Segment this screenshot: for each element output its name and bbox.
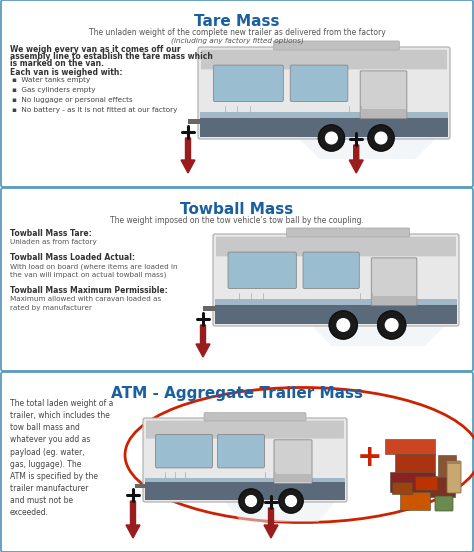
Polygon shape — [225, 502, 335, 522]
Text: rated by manufacturer: rated by manufacturer — [10, 305, 92, 311]
Bar — [215, 299, 457, 305]
FancyBboxPatch shape — [201, 50, 447, 70]
Text: +: + — [357, 443, 383, 471]
Circle shape — [375, 132, 387, 144]
FancyArrow shape — [126, 501, 140, 538]
Text: Towball Mass: Towball Mass — [181, 202, 293, 217]
Circle shape — [368, 125, 394, 151]
Circle shape — [319, 125, 345, 151]
FancyArrow shape — [196, 325, 210, 357]
Text: The unladen weight of the complete new trailer as delivered from the factory: The unladen weight of the complete new t… — [89, 28, 385, 37]
FancyBboxPatch shape — [228, 252, 296, 289]
Text: The total laden weight of a
trailer, which includes the
tow ball mass and
whatev: The total laden weight of a trailer, whi… — [10, 399, 113, 517]
Text: (including any factory fitted options): (including any factory fitted options) — [171, 37, 303, 44]
Circle shape — [279, 489, 303, 513]
FancyBboxPatch shape — [287, 228, 410, 237]
Bar — [200, 113, 448, 118]
Bar — [438, 455, 456, 477]
Circle shape — [337, 319, 349, 331]
FancyBboxPatch shape — [155, 434, 212, 468]
Bar — [392, 482, 412, 494]
Text: ▪  No battery - as it is not fitted at our factory: ▪ No battery - as it is not fitted at ou… — [12, 107, 177, 113]
FancyBboxPatch shape — [273, 41, 400, 50]
FancyBboxPatch shape — [1, 372, 473, 552]
Circle shape — [326, 132, 337, 144]
Bar — [415, 476, 437, 490]
FancyBboxPatch shape — [303, 252, 359, 289]
Circle shape — [329, 311, 357, 339]
Text: the van will impact on actual towball mass): the van will impact on actual towball ma… — [10, 272, 166, 279]
Bar — [215, 305, 457, 324]
Circle shape — [385, 319, 398, 331]
FancyArrow shape — [349, 145, 363, 173]
Text: We weigh every van as it comes off our: We weigh every van as it comes off our — [10, 45, 181, 54]
Bar — [430, 477, 455, 497]
FancyBboxPatch shape — [204, 412, 306, 421]
Text: ▪  No luggage or personal effects: ▪ No luggage or personal effects — [12, 97, 133, 103]
Text: Unladen as from factory: Unladen as from factory — [10, 239, 97, 245]
Bar — [390, 472, 435, 492]
FancyBboxPatch shape — [198, 47, 450, 139]
Circle shape — [246, 496, 256, 506]
FancyBboxPatch shape — [274, 440, 312, 484]
Bar — [447, 461, 461, 464]
FancyArrow shape — [264, 508, 278, 538]
Bar — [188, 119, 202, 124]
Circle shape — [286, 496, 296, 506]
Bar — [361, 109, 406, 118]
Text: Each van is weighed with:: Each van is weighed with: — [10, 68, 122, 77]
Text: With load on board (where items are loaded in: With load on board (where items are load… — [10, 263, 177, 269]
Text: Tare Mass: Tare Mass — [194, 14, 280, 29]
FancyBboxPatch shape — [1, 0, 473, 187]
Bar — [395, 454, 435, 472]
Text: Towball Mass Loaded Actual:: Towball Mass Loaded Actual: — [10, 253, 135, 262]
Text: ATM - Aggregate Trailer Mass: ATM - Aggregate Trailer Mass — [111, 386, 363, 401]
Text: assembly line to establish the tare mass which: assembly line to establish the tare mass… — [10, 52, 213, 61]
FancyArrow shape — [181, 138, 195, 173]
Bar — [145, 477, 345, 482]
FancyBboxPatch shape — [146, 421, 344, 439]
Polygon shape — [312, 326, 445, 346]
FancyBboxPatch shape — [290, 65, 348, 102]
Bar — [400, 492, 430, 510]
FancyBboxPatch shape — [360, 71, 407, 119]
FancyBboxPatch shape — [213, 65, 283, 102]
FancyBboxPatch shape — [216, 237, 456, 256]
FancyBboxPatch shape — [213, 234, 459, 326]
Text: The weight imposed on the tow vehicle’s tow ball by the coupling.: The weight imposed on the tow vehicle’s … — [110, 216, 364, 225]
Text: is marked on the van.: is marked on the van. — [10, 59, 104, 68]
Text: ▪  Gas cylinders empty: ▪ Gas cylinders empty — [12, 87, 95, 93]
Bar — [200, 118, 448, 137]
Circle shape — [239, 489, 263, 513]
Text: Towball Mass Tare:: Towball Mass Tare: — [10, 229, 92, 238]
Text: ▪  Water tanks empty: ▪ Water tanks empty — [12, 77, 90, 83]
Bar — [145, 482, 345, 500]
FancyBboxPatch shape — [447, 461, 461, 493]
Bar — [275, 474, 311, 482]
FancyBboxPatch shape — [1, 188, 473, 371]
FancyBboxPatch shape — [371, 258, 417, 306]
Polygon shape — [299, 139, 436, 159]
FancyBboxPatch shape — [435, 496, 453, 511]
Bar — [372, 296, 416, 305]
Bar — [203, 306, 218, 311]
Circle shape — [378, 311, 406, 339]
FancyBboxPatch shape — [143, 418, 347, 502]
Text: Towball Mass Maximum Permissible:: Towball Mass Maximum Permissible: — [10, 286, 168, 295]
Bar — [385, 439, 435, 454]
Text: Maximum allowed with caravan loaded as: Maximum allowed with caravan loaded as — [10, 296, 161, 302]
FancyBboxPatch shape — [218, 434, 264, 468]
Bar — [135, 484, 147, 488]
